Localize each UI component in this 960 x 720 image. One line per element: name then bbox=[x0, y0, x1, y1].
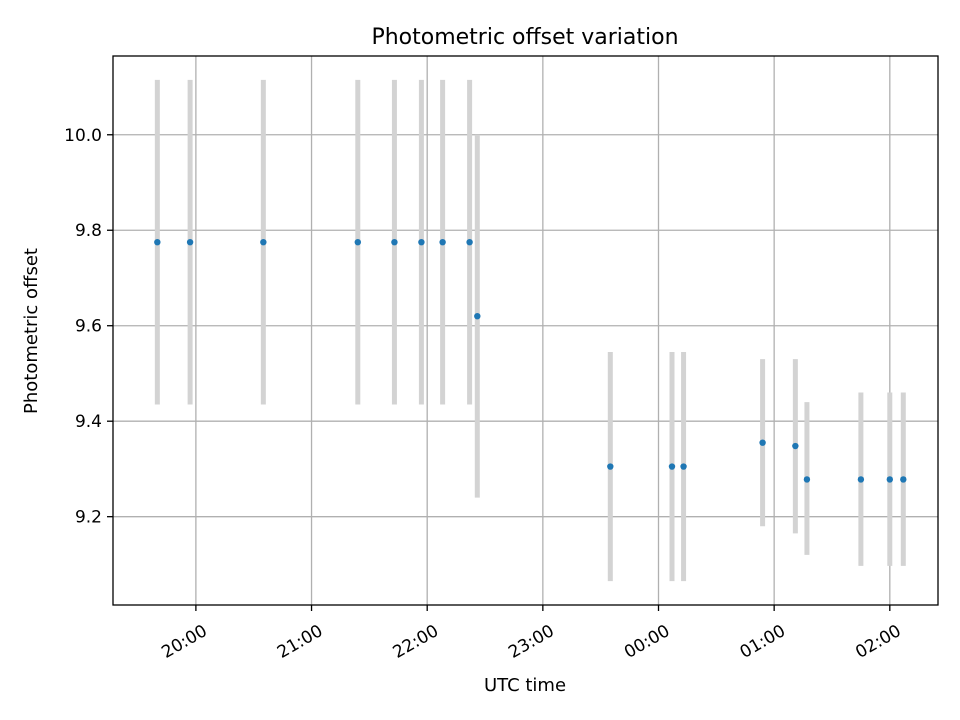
data-point bbox=[886, 476, 894, 483]
data-point bbox=[391, 238, 398, 246]
data-point bbox=[792, 442, 799, 450]
data-point bbox=[439, 238, 446, 246]
data-point bbox=[354, 238, 362, 246]
data-point bbox=[186, 238, 194, 246]
data-point bbox=[466, 238, 473, 246]
data-point bbox=[260, 238, 267, 246]
data-point bbox=[900, 476, 907, 483]
x-tick-label: 01:00 bbox=[737, 621, 789, 663]
x-tick-label: 02:00 bbox=[852, 621, 904, 663]
data-points bbox=[154, 238, 907, 483]
data-point bbox=[154, 238, 161, 246]
data-point bbox=[418, 238, 425, 246]
x-tick-label: 20:00 bbox=[158, 621, 210, 663]
data-point bbox=[607, 463, 614, 470]
y-tick-label: 9.2 bbox=[75, 508, 102, 528]
x-tick-label: 21:00 bbox=[274, 621, 326, 663]
y-tick-label: 9.6 bbox=[75, 317, 102, 337]
data-point bbox=[803, 476, 811, 483]
y-tick-label: 9.8 bbox=[75, 221, 102, 241]
data-point bbox=[668, 463, 676, 470]
y-tick-label: 9.4 bbox=[75, 412, 102, 432]
y-axis-label: Photometric offset bbox=[21, 248, 42, 414]
y-tick-label: 10.0 bbox=[64, 126, 102, 146]
axes-frame bbox=[112, 55, 939, 606]
x-tick-label: 23:00 bbox=[505, 621, 557, 663]
grid bbox=[113, 56, 938, 605]
x-tick-label: 00:00 bbox=[621, 621, 673, 663]
data-point bbox=[474, 312, 481, 320]
data-point bbox=[680, 463, 687, 470]
error-bars bbox=[154, 79, 906, 582]
data-point bbox=[759, 439, 766, 446]
x-tick-label: 22:00 bbox=[390, 621, 442, 663]
data-point bbox=[857, 476, 865, 483]
x-axis-label: UTC time bbox=[484, 675, 566, 696]
chart-title: Photometric offset variation bbox=[371, 25, 678, 50]
